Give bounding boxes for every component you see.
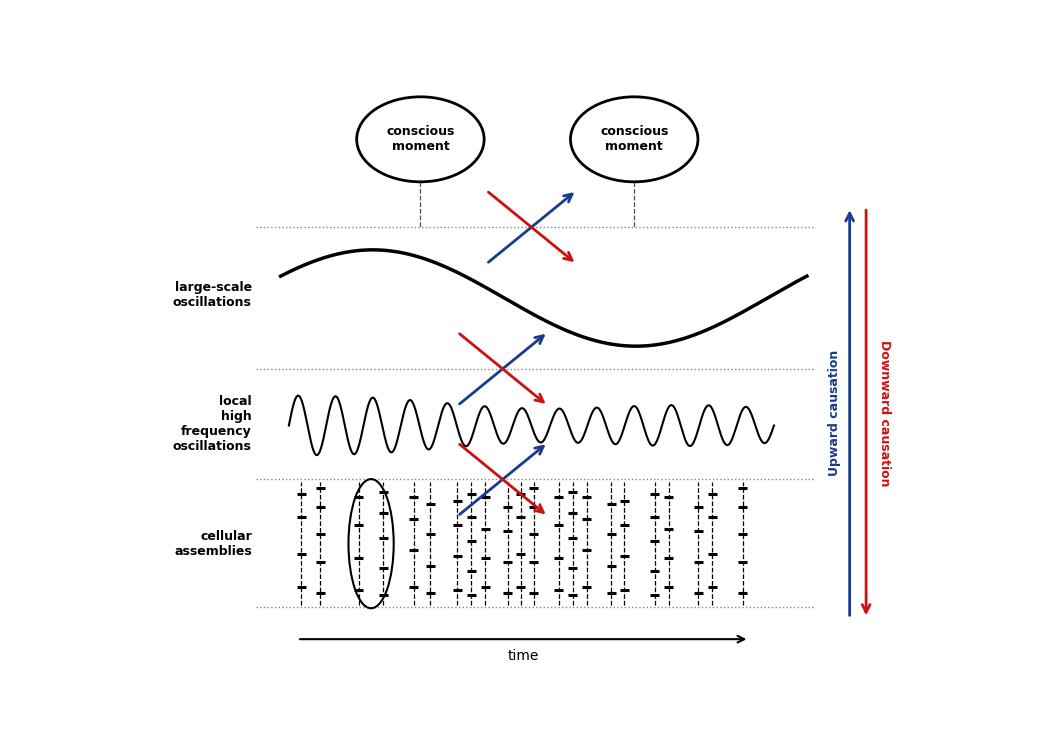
Text: large-scale
oscillations: large-scale oscillations: [173, 281, 251, 309]
Ellipse shape: [571, 97, 698, 182]
Text: cellular
assemblies: cellular assemblies: [174, 530, 251, 558]
Text: conscious
moment: conscious moment: [601, 125, 668, 153]
Text: time: time: [507, 649, 539, 663]
Ellipse shape: [356, 97, 484, 182]
Text: conscious
moment: conscious moment: [386, 125, 454, 153]
Text: Upward causation: Upward causation: [829, 350, 841, 476]
Text: Downward causation: Downward causation: [877, 339, 890, 486]
Text: local
high
frequency
oscillations: local high frequency oscillations: [173, 394, 251, 453]
